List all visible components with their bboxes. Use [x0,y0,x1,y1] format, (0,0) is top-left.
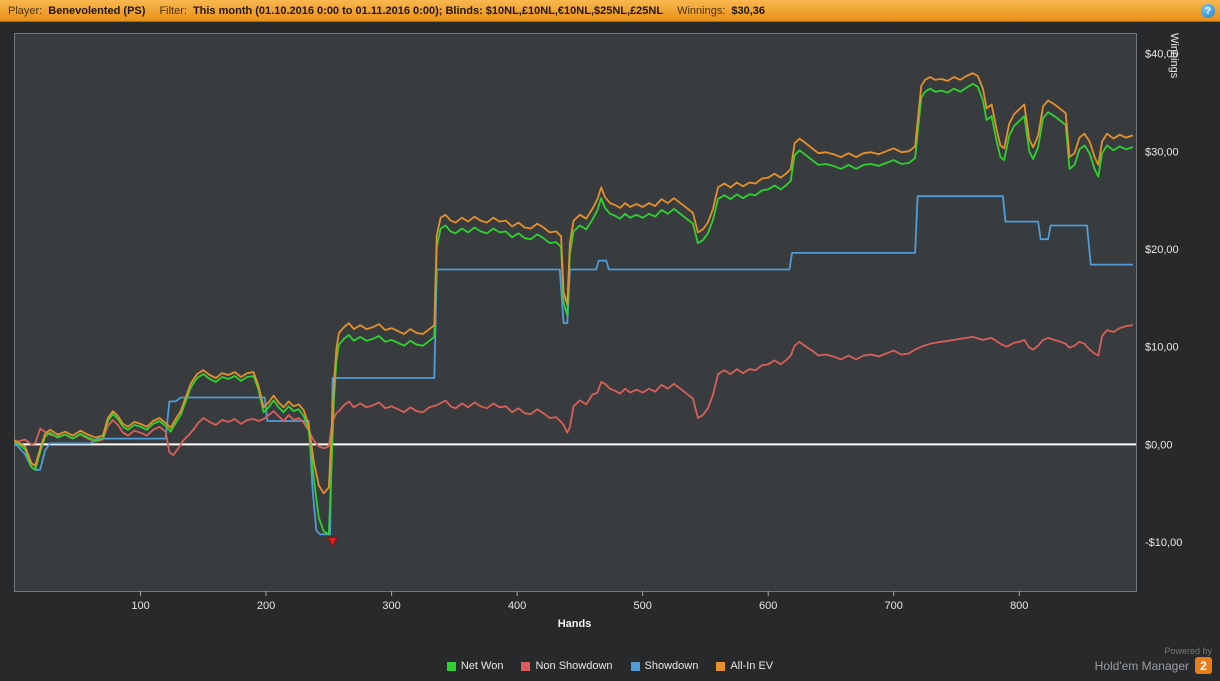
brand-row: Hold'em Manager 2 [1095,657,1212,674]
help-icon[interactable]: ? [1201,4,1215,18]
legend-item-all-in-ev[interactable]: All-In EV [716,660,773,672]
x-tick-label: 200 [257,600,275,612]
hm2-logo-icon: 2 [1195,657,1212,674]
x-tick-label: 500 [633,600,651,612]
legend-label-non-showdown: Non Showdown [535,660,613,672]
x-tick-label: 800 [1010,600,1028,612]
legend-label-all-in-ev: All-In EV [730,660,774,672]
showdown-swatch-icon [630,661,640,671]
player-value: Benevolented (PS) [48,4,146,17]
chart-marker-triangle-icon [326,536,339,548]
series-line-showdown [14,195,1134,536]
powered-by-text: Powered by [1164,646,1212,656]
x-tick-label: 700 [885,600,903,612]
y-axis-title: Winnings [1168,33,1180,79]
legend-label-net-won: Net Won [460,660,504,672]
filter-label: Filter: [159,4,187,17]
series-line-non-showdown [14,324,1134,457]
x-tick-label: 100 [131,600,149,612]
series-line-all-in-ev [14,72,1134,495]
title-bar: Player: Benevolented (PS) Filter: This m… [0,0,1220,22]
legend: Net Won Non Showdown Showdown All-In EV [0,660,1220,672]
brand-name: Hold'em Manager [1094,658,1189,673]
non-showdown-swatch-icon [521,661,531,671]
filter-value: This month (01.10.2016 0:00 to 01.11.201… [192,4,664,17]
player-label: Player: [8,4,43,17]
y-tick-label: $0,00 [1145,439,1173,451]
legend-item-showdown[interactable]: Showdown [630,660,699,672]
y-tick-label: -$10,00 [1145,537,1182,549]
legend-item-net-won[interactable]: Net Won [446,660,504,672]
winnings-label: Winnings: [677,4,726,17]
x-tick-label: 300 [382,600,400,612]
legend-item-non-showdown[interactable]: Non Showdown [521,660,613,672]
winnings-graph-plot-area[interactable]: 100 200 300 400 500 600 700 800 $40,00 $30,00 $20,… [14,33,1182,612]
series-line-net-won [14,82,1134,536]
y-tick-label: $10,00 [1145,342,1179,354]
x-axis-title: Hands [557,618,592,630]
x-tick-label: 400 [508,600,526,612]
all-in-ev-swatch-icon [716,661,726,671]
y-tick-label: $40,00 [1145,49,1179,61]
chart-canvas[interactable]: 100 200 300 400 500 600 700 800 $40,00 $30,00 $20,… [14,34,1182,612]
legend-label-showdown: Showdown [644,660,699,672]
y-tick-label: $30,00 [1145,146,1179,158]
winnings-value: $30,36 [731,4,766,17]
net-won-swatch-icon [446,661,456,671]
x-tick-label: 600 [759,600,777,612]
y-tick-label: $20,00 [1145,244,1179,256]
powered-by-block: Powered by Hold'em Manager 2 [1095,646,1212,674]
